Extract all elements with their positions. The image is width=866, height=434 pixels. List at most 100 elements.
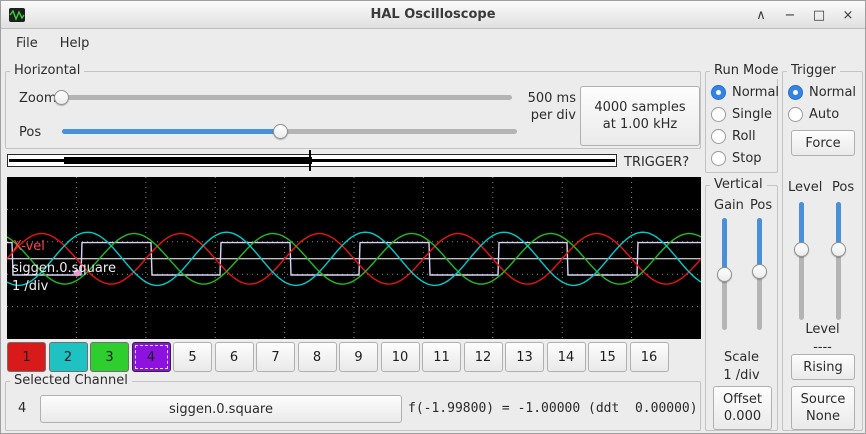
scope-marker-dot: [73, 269, 81, 277]
channel-button-14[interactable]: 14: [546, 342, 586, 372]
trigger-level-fill: [799, 202, 804, 250]
vertical-gain-handle[interactable]: [717, 266, 732, 282]
scope-label-x-vel: X-vel: [13, 239, 45, 254]
waveform-channel-2-sine: [6, 231, 702, 287]
selected-channel-number: 4: [18, 401, 27, 416]
radio-icon: [711, 84, 726, 100]
sample-rate-label: 500 ms per div: [527, 91, 576, 123]
vertical-pos-handle[interactable]: [752, 264, 767, 280]
maximize-button[interactable]: □: [812, 7, 826, 23]
close-button[interactable]: ×: [842, 7, 854, 23]
channel-button-12[interactable]: 12: [463, 342, 503, 372]
run-mode-radio-roll[interactable]: Roll: [706, 125, 777, 147]
pos-slider-trough[interactable]: [62, 129, 517, 134]
vertical-gain-label: Gain: [714, 198, 744, 213]
radio-icon: [788, 106, 803, 122]
trigger-level-caption: Level: [805, 322, 840, 337]
trigger-pos-trough[interactable]: [836, 202, 841, 320]
channel-button-15[interactable]: 15: [588, 342, 627, 372]
offset-line1: Offset: [722, 392, 763, 407]
scope-display: X-vel siggen.0.square 1 /div: [6, 177, 702, 339]
radio-icon: [711, 128, 726, 144]
vertical-pos-slider[interactable]: [751, 218, 768, 330]
channel-button-2[interactable]: 2: [48, 342, 88, 372]
offset-button[interactable]: Offset 0.000: [713, 386, 772, 430]
channel-button-4[interactable]: 4: [131, 342, 171, 372]
run-mode-radio-stop[interactable]: Stop: [706, 147, 777, 169]
scope-label-siggen-0-square: siggen.0.square: [12, 261, 116, 276]
trigger-pos-slider[interactable]: [830, 202, 847, 320]
offset-line2: 0.000: [723, 409, 762, 424]
record-position-bar: [7, 154, 617, 167]
channel-button-5[interactable]: 5: [173, 342, 212, 372]
pos-slider[interactable]: [62, 123, 517, 140]
trigger-options: Normal Auto: [783, 81, 862, 125]
force-button[interactable]: Force: [791, 130, 855, 156]
titlebar[interactable]: HAL Oscilloscope ∧ − □ ×: [1, 1, 865, 29]
scope-canvas: [6, 177, 702, 339]
trigger-source-line1: Source: [800, 392, 846, 407]
trigger-mode-radio-normal[interactable]: Normal: [783, 81, 862, 103]
samples-line1: 4000 samples: [594, 100, 686, 115]
trigger-level-handle[interactable]: [794, 241, 809, 257]
trigger-legend: Trigger: [787, 63, 840, 79]
selected-channel-legend: Selected Channel: [10, 373, 132, 389]
channel-button-8[interactable]: 8: [297, 342, 337, 372]
channel-button-11[interactable]: 11: [422, 342, 461, 372]
run-mode-radio-normal[interactable]: Normal: [706, 81, 779, 103]
window-title: HAL Oscilloscope: [370, 7, 496, 22]
pos-label: Pos: [19, 125, 42, 140]
channel-button-3[interactable]: 3: [90, 342, 129, 372]
trigger-source-button[interactable]: Source None: [791, 386, 855, 430]
record-baseline: [9, 159, 615, 162]
vertical-scale-value: 1 /div: [723, 368, 760, 383]
radio-label: Stop: [732, 150, 762, 166]
channel-button-13[interactable]: 13: [505, 342, 544, 372]
trigger-pos-handle[interactable]: [831, 241, 846, 257]
horizontal-legend: Horizontal: [10, 63, 85, 79]
trigger-level-slider[interactable]: [793, 202, 810, 320]
zoom-label: Zoom: [19, 91, 57, 106]
trigger-pos-label: Pos: [832, 180, 855, 195]
channel-button-1[interactable]: 1: [7, 342, 46, 372]
channel-button-10[interactable]: 10: [380, 342, 420, 372]
zoom-slider[interactable]: [54, 89, 512, 106]
vertical-pos-fill: [757, 218, 762, 272]
zoom-slider-handle[interactable]: [54, 90, 70, 105]
samples-button[interactable]: 4000 samples at 1.00 kHz: [580, 86, 700, 146]
radio-label: Single: [732, 106, 772, 122]
vertical-scale-caption: Scale: [724, 350, 759, 365]
trigger-edge-button[interactable]: Rising: [791, 354, 855, 380]
menu-file[interactable]: File: [16, 36, 38, 51]
scope-label-1-div: 1 /div: [12, 279, 49, 294]
channel-value-readout: f(-1.99800) = -1.00000 (ddt 0.00000): [408, 401, 698, 416]
vertical-gain-slider[interactable]: [716, 218, 733, 330]
radio-label: Roll: [732, 128, 756, 144]
minimize-button[interactable]: −: [784, 7, 796, 23]
trigger-position-tick: [309, 150, 311, 171]
trigger-mode-radio-auto[interactable]: Auto: [783, 103, 862, 125]
trigger-pos-fill: [836, 202, 841, 250]
channel-button-9[interactable]: 9: [339, 342, 378, 372]
vertical-gain-fill: [722, 218, 727, 274]
scope-labels: X-vel siggen.0.square 1 /div: [7, 177, 701, 339]
run-mode-legend: Run Mode: [710, 63, 783, 79]
vertical-group: Vertical Gain Pos Scale 1 /div Offset 0.…: [705, 177, 778, 431]
menubar: File Help: [1, 30, 865, 57]
waveform-channel-1-sine: [6, 232, 702, 285]
shade-button[interactable]: ∧: [756, 7, 766, 23]
run-mode-group: Run Mode Normal Single Roll Stop: [705, 63, 783, 173]
trigger-level-trough[interactable]: [799, 202, 804, 320]
run-mode-radio-single[interactable]: Single: [706, 103, 777, 125]
app-icon: [9, 7, 25, 23]
selected-channel-group: Selected Channel 4 siggen.0.square f(-1.…: [5, 373, 701, 431]
channel-button-7[interactable]: 7: [256, 342, 295, 372]
zoom-slider-trough[interactable]: [57, 95, 512, 100]
pos-slider-handle[interactable]: [272, 124, 288, 139]
channel-button-6[interactable]: 6: [214, 342, 254, 372]
trigger-level-label: Level: [788, 180, 823, 195]
channel-name-button[interactable]: siggen.0.square: [40, 395, 402, 423]
channel-button-16[interactable]: 16: [629, 342, 669, 372]
menu-help[interactable]: Help: [59, 36, 90, 51]
vertical-pos-label: Pos: [750, 198, 773, 213]
